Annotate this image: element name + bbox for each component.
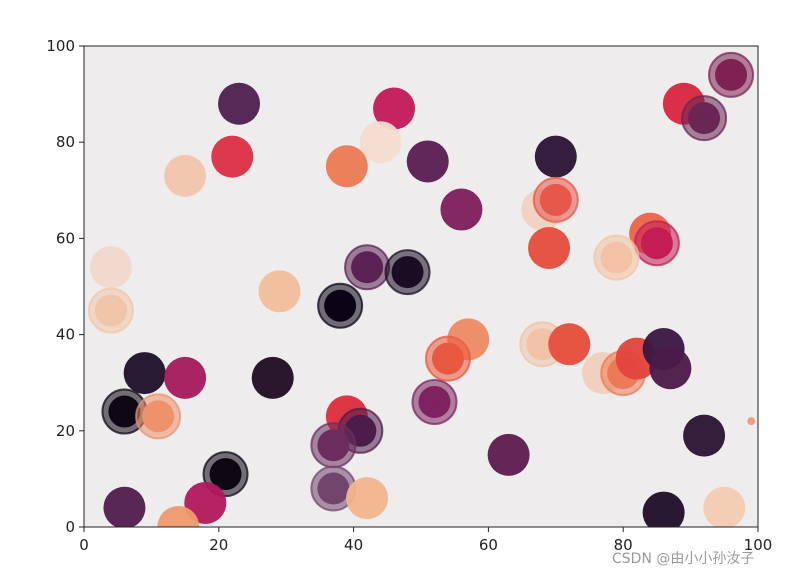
data-point-center xyxy=(430,397,439,406)
data-point-center xyxy=(329,484,338,493)
data-point-center xyxy=(120,407,129,416)
data-point-center xyxy=(329,441,338,450)
data-point-center xyxy=(612,253,621,262)
data-point xyxy=(123,352,166,395)
data-point xyxy=(534,135,577,178)
data-point xyxy=(164,356,207,399)
data-point xyxy=(703,486,746,527)
data-point xyxy=(642,491,685,527)
data-point xyxy=(218,82,261,125)
x-tick-label: 60 xyxy=(479,536,498,554)
data-point-center xyxy=(403,268,412,277)
data-point xyxy=(251,356,294,399)
data-point-center xyxy=(336,301,345,310)
data-point-center xyxy=(363,263,372,272)
data-point xyxy=(548,323,591,366)
x-tick-label: 20 xyxy=(209,536,228,554)
data-point-center xyxy=(221,470,230,479)
data-point xyxy=(164,154,207,197)
watermark: CSDN @由小小孙汝子 xyxy=(612,551,754,567)
data-point xyxy=(103,486,146,527)
data-point-center xyxy=(538,340,547,349)
data-point xyxy=(440,188,483,231)
data-point xyxy=(747,417,756,426)
y-tick-label: 40 xyxy=(56,326,75,344)
y-tick-label: 60 xyxy=(56,229,75,247)
data-point-center xyxy=(443,354,452,363)
data-point-center xyxy=(700,114,709,123)
x-tick-label: 100 xyxy=(744,536,773,554)
data-point xyxy=(487,433,530,476)
data-point-center xyxy=(154,412,163,421)
data-point xyxy=(406,140,449,183)
data-point xyxy=(157,506,200,527)
x-tick-label: 0 xyxy=(79,536,89,554)
data-point xyxy=(89,246,132,289)
data-point-center xyxy=(106,306,115,315)
data-point-center xyxy=(551,195,560,204)
x-tick-label: 40 xyxy=(344,536,363,554)
plot-frame xyxy=(83,45,759,528)
data-point xyxy=(528,227,571,270)
y-tick-label: 20 xyxy=(56,422,75,440)
y-tick-label: 0 xyxy=(65,518,75,536)
data-point xyxy=(373,87,416,130)
y-tick-label: 80 xyxy=(56,133,75,151)
y-tick-label: 100 xyxy=(46,37,75,55)
data-point-center xyxy=(727,70,736,79)
data-point xyxy=(325,145,368,188)
data-point xyxy=(346,477,389,520)
data-point xyxy=(683,414,726,457)
data-point xyxy=(184,481,227,524)
data-point-center xyxy=(652,239,661,248)
data-point xyxy=(649,347,692,390)
data-point-center xyxy=(356,426,365,435)
data-point xyxy=(359,121,402,164)
x-axis: 0 20 40 60 80 100 xyxy=(79,527,772,554)
data-points xyxy=(87,51,756,527)
data-point xyxy=(258,270,301,313)
x-tick-label: 80 xyxy=(614,536,633,554)
data-point xyxy=(211,135,254,178)
y-axis: 0 20 40 60 80 100 xyxy=(46,37,84,536)
